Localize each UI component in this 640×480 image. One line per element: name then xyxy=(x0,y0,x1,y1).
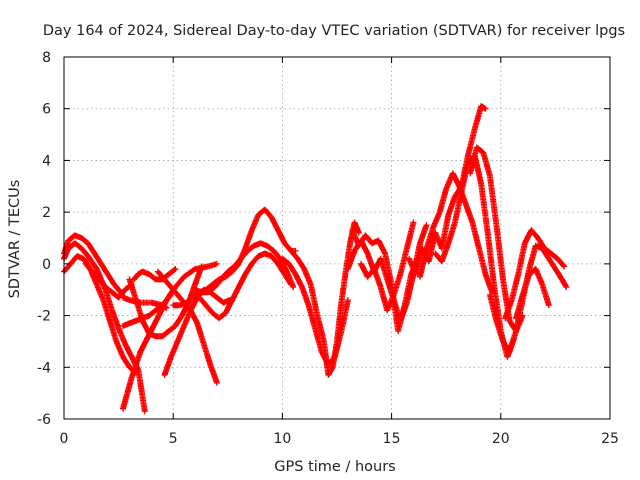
x-tick-label: 0 xyxy=(60,431,69,447)
series-pass-22 xyxy=(467,144,526,335)
series-markers xyxy=(502,227,568,322)
series-pass-21 xyxy=(432,152,517,360)
x-tick-label: 20 xyxy=(492,431,510,447)
plot-frame xyxy=(63,56,611,420)
series-pass-12 xyxy=(192,240,297,296)
series-pass-18 xyxy=(358,219,417,314)
series-markers xyxy=(406,103,489,278)
chart-title: Day 164 of 2024, Sidereal Day-to-day VTE… xyxy=(43,23,625,39)
series-markers xyxy=(358,219,417,314)
series-pass-4 xyxy=(82,260,135,301)
y-tick-label: 6 xyxy=(42,102,51,118)
series-markers xyxy=(130,266,179,283)
series-markers xyxy=(432,152,517,360)
series-pass-24 xyxy=(502,227,568,322)
series-pass-13 xyxy=(196,250,295,322)
series-markers xyxy=(279,255,351,368)
series-pass-6 xyxy=(120,286,177,412)
series-markers xyxy=(82,260,135,301)
y-tick-label: -4 xyxy=(37,360,51,376)
series-markers xyxy=(196,250,295,322)
y-axis-label: SDTVAR / TECUs xyxy=(7,180,23,299)
series-pass-25 xyxy=(513,266,552,322)
series-pass-17 xyxy=(349,227,421,335)
x-tick-label: 5 xyxy=(169,431,178,447)
x-tick-label: 25 xyxy=(601,431,619,447)
x-tick-label: 15 xyxy=(383,431,401,447)
x-axis-label: GPS time / hours xyxy=(274,459,395,475)
x-tick-label: 10 xyxy=(273,431,291,447)
y-tick-label: -6 xyxy=(37,412,51,428)
axis-ticks: 0 5 10 15 20 25 -6 -4 -2 0 2 4 6 8 xyxy=(37,50,619,447)
series-pass-7 xyxy=(130,266,179,283)
y-tick-label: 2 xyxy=(42,205,51,221)
data-points xyxy=(61,103,570,415)
series-markers xyxy=(120,286,177,412)
y-tick-label: -2 xyxy=(37,309,51,325)
series-markers xyxy=(192,240,297,296)
series-markers xyxy=(513,266,552,322)
series-pass-19 xyxy=(406,103,489,278)
y-tick-label: 0 xyxy=(42,257,51,273)
series-markers xyxy=(349,227,421,335)
series-markers xyxy=(467,144,526,335)
y-tick-label: 4 xyxy=(42,153,51,169)
series-pass-15 xyxy=(279,255,351,368)
y-tick-label: 8 xyxy=(42,50,51,66)
